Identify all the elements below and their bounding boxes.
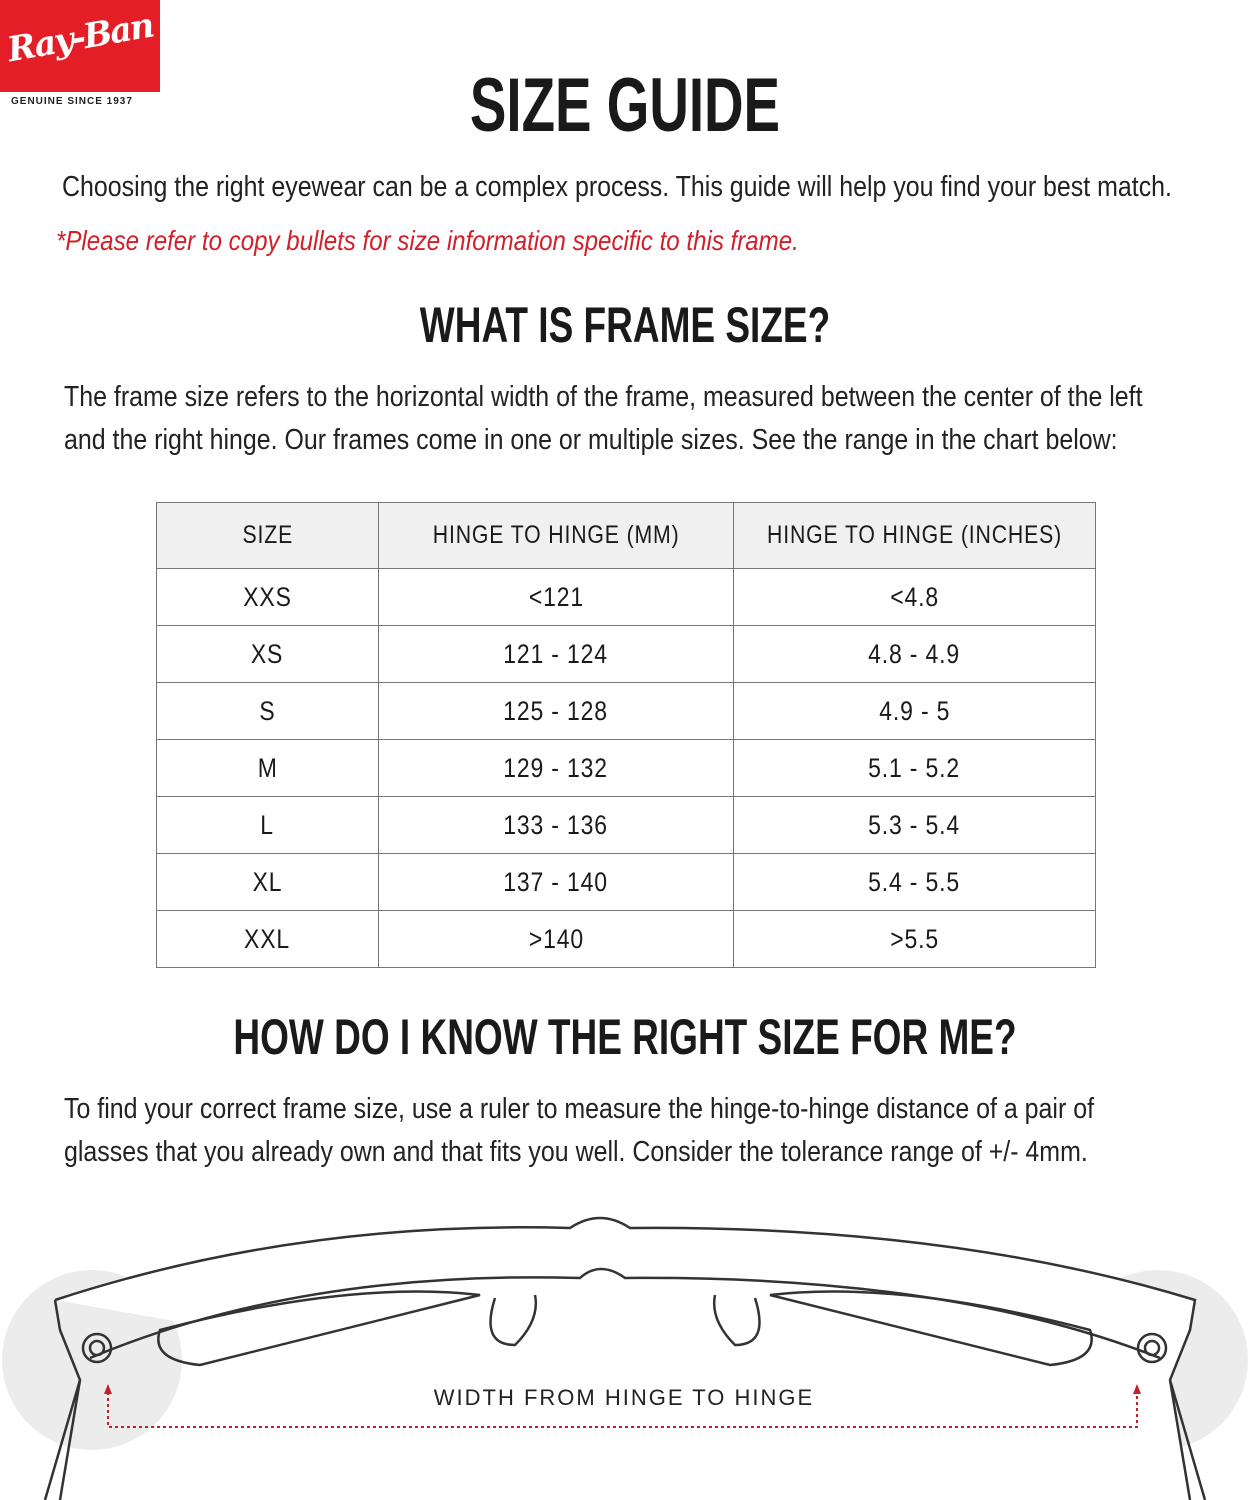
section-heading-frame-size: WHAT IS FRAME SIZE? [419, 297, 830, 353]
column-header: SIZE [156, 502, 379, 569]
measurement-arrow [107, 1392, 1138, 1428]
table-cell: S [156, 682, 379, 740]
table-cell: >5.5 [733, 910, 1096, 968]
table-row: L 133 - 136 5.3 - 5.4 [156, 796, 1096, 854]
table-row: XL 137 - 140 5.4 - 5.5 [156, 853, 1096, 911]
table-cell: XS [156, 625, 379, 683]
table-cell: M [156, 739, 379, 797]
size-table: SIZE HINGE TO HINGE (MM) HINGE TO HINGE … [156, 502, 1096, 968]
table-cell: 5.4 - 5.5 [733, 853, 1096, 911]
column-header: HINGE TO HINGE (MM) [378, 502, 734, 569]
table-row: XXS <121 <4.8 [156, 568, 1096, 626]
table-cell: >140 [378, 910, 734, 968]
table-cell: XXS [156, 568, 379, 626]
table-cell: <4.8 [733, 568, 1096, 626]
ray-ban-logo [0, 0, 160, 92]
right-size-description: To find your correct frame size, use a r… [64, 1093, 1094, 1168]
table-row: S 125 - 128 4.9 - 5 [156, 682, 1096, 740]
table-cell: <121 [378, 568, 734, 626]
page-title: SIZE GUIDE [469, 63, 780, 148]
column-header: HINGE TO HINGE (INCHES) [733, 502, 1096, 569]
table-header-row: SIZE HINGE TO HINGE (MM) HINGE TO HINGE … [156, 502, 1096, 569]
intro-text: Choosing the right eyewear can be a comp… [62, 171, 1172, 203]
arrow-head-left [104, 1384, 112, 1394]
section-heading-right-size: HOW DO I KNOW THE RIGHT SIZE FOR ME? [232, 1009, 1017, 1065]
table-row: XS 121 - 124 4.8 - 4.9 [156, 625, 1096, 683]
table-cell: 4.8 - 4.9 [733, 625, 1096, 683]
table-row: M 129 - 132 5.1 - 5.2 [156, 739, 1096, 797]
table-cell: XL [156, 853, 379, 911]
table-cell: 125 - 128 [378, 682, 734, 740]
table-cell: 5.3 - 5.4 [733, 796, 1096, 854]
frame-size-description: The frame size refers to the horizontal … [64, 381, 1143, 456]
table-cell: 4.9 - 5 [733, 682, 1096, 740]
table-cell: 121 - 124 [378, 625, 734, 683]
table-cell: 5.1 - 5.2 [733, 739, 1096, 797]
table-row: XXL >140 >5.5 [156, 910, 1096, 968]
table-cell: 137 - 140 [378, 853, 734, 911]
table-cell: 129 - 132 [378, 739, 734, 797]
arrow-head-right [1133, 1384, 1141, 1394]
frame-note: *Please refer to copy bullets for size i… [56, 225, 799, 256]
logo-tagline: GENUINE SINCE 1937 [11, 96, 133, 107]
table-cell: L [156, 796, 379, 854]
table-cell: 133 - 136 [378, 796, 734, 854]
glasses-illustration: WIDTH FROM HINGE TO HINGE [2, 1216, 1248, 1500]
measurement-label: WIDTH FROM HINGE TO HINGE [434, 1385, 814, 1410]
table-cell: XXL [156, 910, 379, 968]
